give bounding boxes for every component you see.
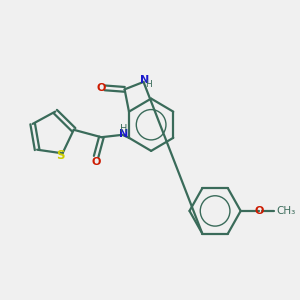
Text: H: H (146, 80, 152, 89)
Text: O: O (255, 206, 264, 216)
Text: S: S (56, 149, 64, 162)
Text: CH₃: CH₃ (276, 206, 296, 216)
Text: N: N (119, 129, 128, 139)
Text: O: O (96, 83, 106, 93)
Text: N: N (140, 76, 149, 85)
Text: H: H (120, 124, 127, 134)
Text: O: O (92, 157, 101, 167)
